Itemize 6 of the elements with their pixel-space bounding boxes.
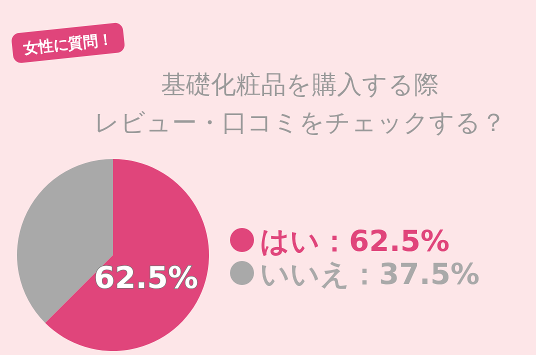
data-label: 62.5% — [94, 260, 198, 296]
chart-title: 基礎化粧品を購入する際 — [161, 70, 439, 99]
legend-label: いいえ：37.5% — [260, 257, 480, 291]
text: 女性に質問！ — [22, 30, 114, 58]
chart-subtitle: レビュー・口コミをチェックする？ — [94, 108, 506, 137]
legend-label: はい：62.5% — [260, 224, 450, 258]
